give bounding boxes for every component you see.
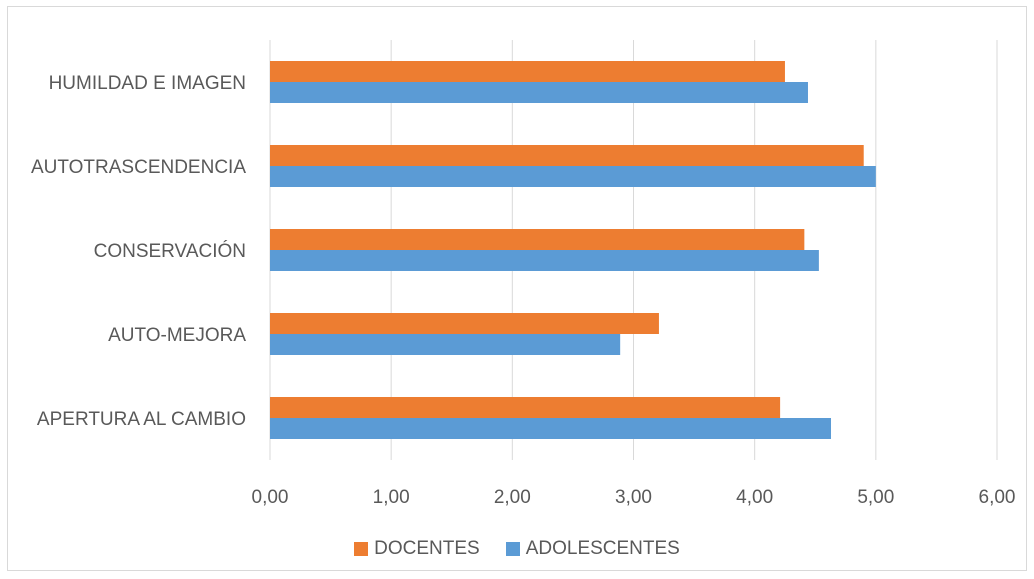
legend-swatch-docentes (354, 542, 369, 556)
legend-label-docentes: DOCENTES (374, 538, 480, 559)
x-tick-label: 4,00 (736, 487, 773, 508)
bar-docentes (270, 61, 785, 82)
bar-adolescentes (270, 166, 876, 187)
y-category-label: CONSERVACIÓN (94, 240, 246, 262)
y-category-label: APERTURA AL CAMBIO (37, 409, 246, 430)
legend-swatch-adolescentes (505, 542, 520, 556)
y-category-label: HUMILDAD E IMAGEN (49, 73, 246, 94)
legend: DOCENTES ADOLESCENTES (0, 538, 1034, 560)
bar-docentes (270, 229, 805, 250)
x-tick-label: 6,00 (979, 487, 1016, 508)
bar-adolescentes (270, 334, 621, 355)
bar-docentes (270, 145, 864, 166)
y-category-label: AUTOTRASCENDENCIA (31, 157, 246, 178)
bar-docentes (270, 397, 781, 418)
legend-label-adolescentes: ADOLESCENTES (525, 538, 680, 559)
x-tick-label: 3,00 (615, 487, 652, 508)
bar-adolescentes (270, 418, 832, 439)
x-tick-label: 1,00 (373, 487, 410, 508)
bar-adolescentes (270, 82, 808, 103)
x-tick-label: 5,00 (857, 487, 894, 508)
bar-docentes (270, 313, 659, 334)
legend-item-adolescentes: ADOLESCENTES (505, 538, 680, 560)
legend-item-docentes: DOCENTES (354, 538, 480, 560)
x-tick-label: 0,00 (252, 487, 289, 508)
x-tick-label: 2,00 (494, 487, 531, 508)
y-category-label: AUTO-MEJORA (108, 325, 246, 346)
bar-adolescentes (270, 250, 819, 271)
